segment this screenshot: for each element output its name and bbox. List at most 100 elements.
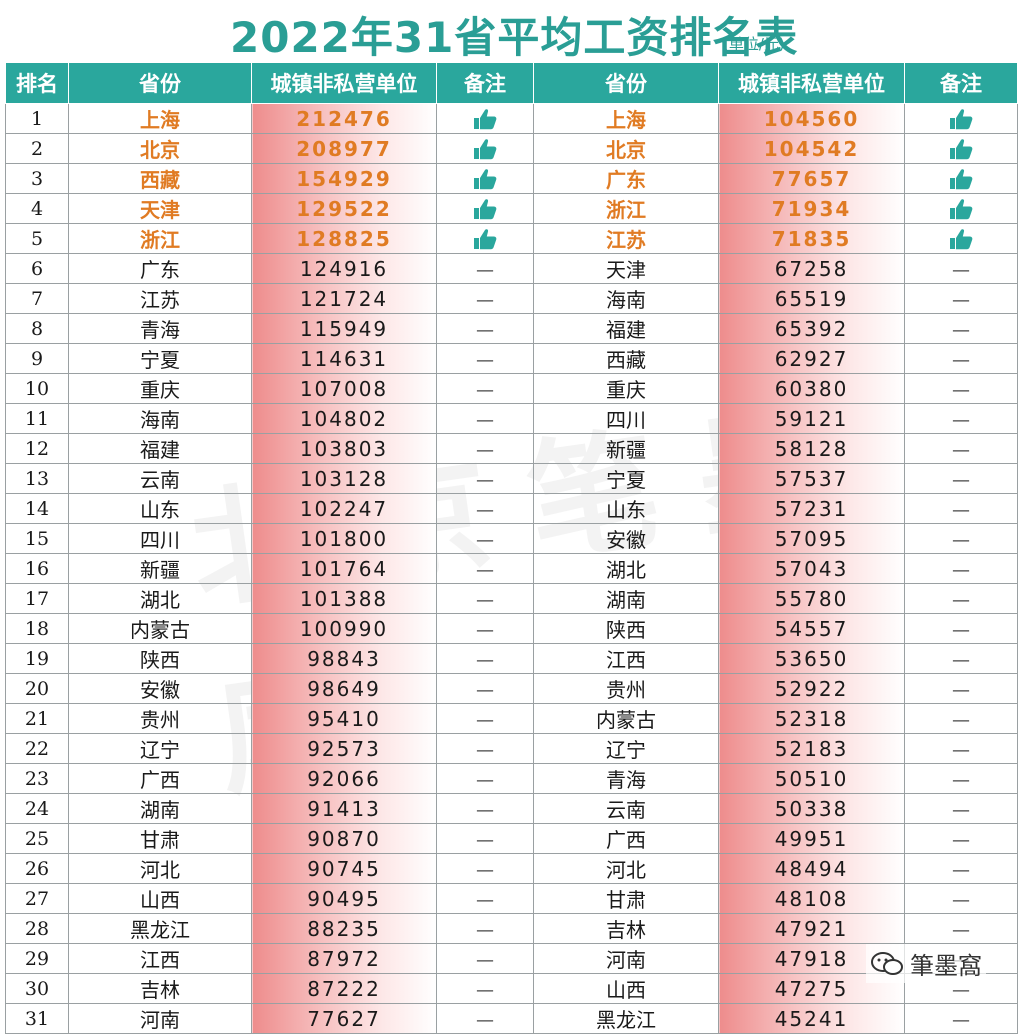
table-row: 12 福建 103803 — 新疆 58128 — <box>5 433 1018 464</box>
salary-right-cell: 77657 <box>718 163 905 194</box>
province-right-cell: 河北 <box>533 853 719 884</box>
salary-left-cell: 208977 <box>251 133 437 164</box>
note-right-cell <box>904 193 1018 224</box>
note-dash: — <box>952 259 970 281</box>
province-left-cell: 天津 <box>68 193 252 224</box>
table-row: 4 天津 129522 浙江 71934 <box>5 193 1018 224</box>
page-title: 2022年31省平均工资排名表 <box>230 13 799 62</box>
salary-right-cell: 50510 <box>718 763 905 794</box>
note-dash: — <box>952 349 970 371</box>
note-dash: — <box>476 769 494 791</box>
salary-right-cell: 58128 <box>718 433 905 464</box>
province-left-cell: 河南 <box>68 1003 252 1034</box>
salary-right-cell: 52183 <box>718 733 905 764</box>
rank-cell: 9 <box>5 343 69 374</box>
note-dash: — <box>476 409 494 431</box>
province-left-cell: 吉林 <box>68 973 252 1004</box>
province-right-cell: 广东 <box>533 163 719 194</box>
salary-left-cell: 87222 <box>251 973 437 1004</box>
province-left-cell: 湖北 <box>68 583 252 614</box>
salary-table: 排名 省份 城镇非私营单位 备注 省份 城镇非私营单位 备注 1 上海 212476… <box>5 62 1018 1034</box>
province-left-cell: 海南 <box>68 403 252 434</box>
note-left-cell: — <box>436 373 534 404</box>
note-right-cell: — <box>904 583 1018 614</box>
province-right-cell: 江苏 <box>533 223 719 254</box>
note-dash: — <box>476 289 494 311</box>
table-row: 13 云南 103128 — 宁夏 57537 — <box>5 463 1018 494</box>
salary-left-cell: 77627 <box>251 1003 437 1034</box>
rank-cell: 18 <box>5 613 69 644</box>
province-right-cell: 浙江 <box>533 193 719 224</box>
province-left-cell: 黑龙江 <box>68 913 252 944</box>
salary-left-cell: 88235 <box>251 913 437 944</box>
province-right-cell: 内蒙古 <box>533 703 719 734</box>
note-dash: — <box>952 679 970 701</box>
note-dash: — <box>476 799 494 821</box>
thumbs-up-icon <box>471 106 499 130</box>
rank-cell: 31 <box>5 1003 69 1034</box>
note-dash: — <box>476 469 494 491</box>
province-left-cell: 新疆 <box>68 553 252 584</box>
note-right-cell: — <box>904 883 1018 914</box>
province-right-cell: 云南 <box>533 793 719 824</box>
note-dash: — <box>476 889 494 911</box>
note-dash: — <box>952 709 970 731</box>
note-dash: — <box>476 319 494 341</box>
salary-right-cell: 53650 <box>718 643 905 674</box>
note-dash: — <box>952 979 970 1001</box>
note-dash: — <box>952 1009 970 1031</box>
province-right-cell: 青海 <box>533 763 719 794</box>
note-right-cell: — <box>904 763 1018 794</box>
province-right-cell: 河南 <box>533 943 719 974</box>
table-row: 18 内蒙古 100990 — 陕西 54557 — <box>5 613 1018 644</box>
note-dash: — <box>952 529 970 551</box>
table-row: 19 陕西 98843 — 江西 53650 — <box>5 643 1018 674</box>
rank-cell: 7 <box>5 283 69 314</box>
rank-cell: 4 <box>5 193 69 224</box>
salary-right-cell: 65392 <box>718 313 905 344</box>
salary-left-cell: 101800 <box>251 523 437 554</box>
salary-left-cell: 90495 <box>251 883 437 914</box>
salary-right-cell: 60380 <box>718 373 905 404</box>
table-row: 5 浙江 128825 江苏 71835 <box>5 223 1018 254</box>
salary-right-cell: 67258 <box>718 253 905 284</box>
table-row: 11 海南 104802 — 四川 59121 — <box>5 403 1018 434</box>
note-left-cell: — <box>436 403 534 434</box>
note-right-cell: — <box>904 313 1018 344</box>
note-left-cell: — <box>436 643 534 674</box>
note-left-cell: — <box>436 733 534 764</box>
note-right-cell: — <box>904 913 1018 944</box>
province-left-cell: 辽宁 <box>68 733 252 764</box>
rank-cell: 26 <box>5 853 69 884</box>
note-right-cell <box>904 103 1018 134</box>
rank-cell: 25 <box>5 823 69 854</box>
note-dash: — <box>476 529 494 551</box>
province-left-cell: 四川 <box>68 523 252 554</box>
note-right-cell: — <box>904 613 1018 644</box>
note-left-cell <box>436 223 534 254</box>
table-row: 16 新疆 101764 — 湖北 57043 — <box>5 553 1018 584</box>
province-right-cell: 安徽 <box>533 523 719 554</box>
wechat-icon <box>871 951 903 975</box>
table-body: 1 上海 212476 上海 104560 2 北京 208977 北京 104542 3 西藏 154… <box>5 103 1018 1034</box>
note-right-cell: — <box>904 463 1018 494</box>
note-dash: — <box>476 259 494 281</box>
salary-right-cell: 57095 <box>718 523 905 554</box>
rank-cell: 13 <box>5 463 69 494</box>
salary-left-cell: 212476 <box>251 103 437 134</box>
note-left-cell: — <box>436 613 534 644</box>
note-dash: — <box>476 829 494 851</box>
salary-left-cell: 128825 <box>251 223 437 254</box>
note-dash: — <box>952 589 970 611</box>
rank-cell: 5 <box>5 223 69 254</box>
note-dash: — <box>476 739 494 761</box>
note-dash: — <box>952 439 970 461</box>
province-right-cell: 辽宁 <box>533 733 719 764</box>
note-left-cell: — <box>436 1003 534 1034</box>
rank-cell: 22 <box>5 733 69 764</box>
brand-logo: 筆墨窩 <box>866 944 986 983</box>
note-left-cell: — <box>436 943 534 974</box>
note-right-cell: — <box>904 703 1018 734</box>
note-dash: — <box>952 289 970 311</box>
province-right-cell: 广西 <box>533 823 719 854</box>
